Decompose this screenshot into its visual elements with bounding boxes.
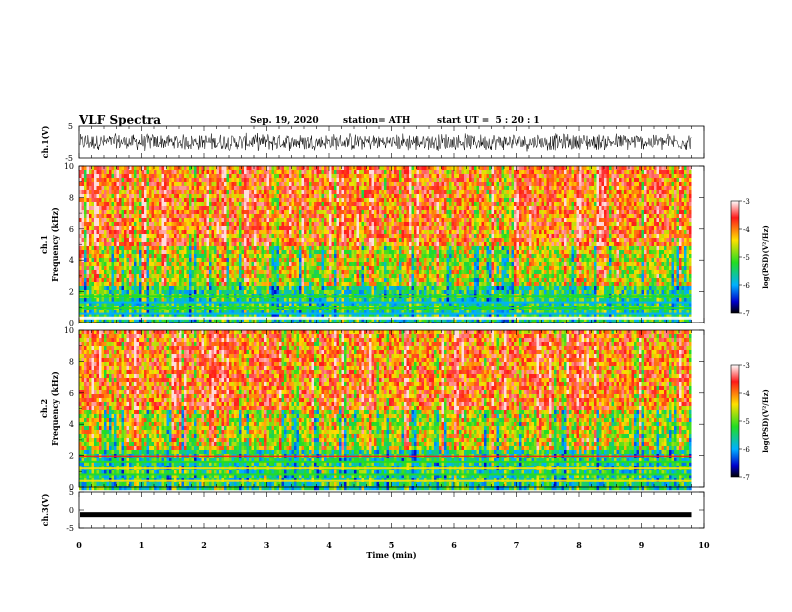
start-key: start UT =: [437, 116, 489, 126]
ch1-spectrogram-ytick-label: 6: [69, 225, 74, 234]
start-value: 5 : 20 : 1: [495, 116, 539, 126]
station-label: station= ATH: [343, 116, 410, 126]
ch1-spectrogram-colorbar-tick-label: -6: [743, 282, 750, 290]
ch1-spectrogram-ytick-label: 8: [69, 193, 74, 202]
ch2-spectrogram-band: [79, 460, 692, 463]
ch1-spectrogram-heatmap: [79, 166, 692, 327]
station-value: ATH: [389, 116, 411, 126]
x-tick-label: 3: [264, 540, 270, 550]
ch2-spectrogram-band: [79, 455, 692, 458]
ch3-waveform-line: [80, 512, 692, 518]
ch1-spectrogram-ytick-label: 0: [69, 319, 74, 328]
x-tick-label: 0: [76, 540, 82, 550]
ch1-spectrogram-ytick-label: 2: [69, 288, 74, 297]
x-tick-label: 1: [139, 540, 145, 550]
ch3-ytick-label: -5: [66, 524, 74, 533]
ch2-spectrogram-y-axis-label: Frequency (kHz): [50, 371, 60, 446]
ch1-spectrogram-no-data-strip: [691, 166, 704, 323]
ch2-spectrogram-band: [79, 479, 692, 482]
ch1-spectrogram-colorbar-tick-label: -3: [743, 198, 750, 206]
ch2-spectrogram-colorbar-tick-label: -5: [743, 418, 750, 426]
ch1-spectrogram-colorbar-label: log(PSD)(V²/Hz): [761, 225, 770, 289]
x-tick-label: 6: [451, 540, 457, 550]
x-tick-label: 4: [326, 540, 332, 550]
ch1-spectrogram-band: [79, 312, 692, 315]
ch1-spectrogram-channel-label: ch.1: [39, 235, 49, 254]
ch2-spectrogram-ytick-label: 2: [69, 452, 74, 461]
ch1-y-axis-label: ch.1(V): [40, 125, 50, 158]
ch1-spectrogram-band: [79, 316, 692, 320]
ch3-waveform-frame: [78, 491, 705, 529]
ch2-spectrogram-band: [79, 467, 692, 470]
x-tick-label: 9: [639, 540, 645, 550]
x-tick-label: 7: [514, 540, 520, 550]
ch2-spectrogram-colorbar-tick-label: -3: [743, 362, 750, 370]
ch3-ytick-label: 5: [69, 488, 74, 497]
x-axis-label: Time (min): [366, 550, 416, 560]
ch2-spectrogram-ytick-label: 10: [64, 326, 74, 335]
ch1-ytick-label: 5: [68, 122, 73, 131]
ch2-spectrogram-channel-label: ch.2: [39, 399, 49, 418]
ch2-spectrogram-band: [79, 473, 692, 476]
ch2-spectrogram-ytick-label: 8: [69, 357, 74, 366]
ch1-waveform-line: [79, 132, 692, 152]
ch3-ytick-label: 0: [69, 506, 74, 515]
ch1-spectrogram-y-axis-label: Frequency (kHz): [50, 207, 60, 282]
ch1-spectrogram-colorbar-tick-label: -4: [743, 226, 750, 234]
ch2-spectrogram-colorbar-tick-label: -4: [743, 390, 750, 398]
ch1-spectrogram-band: [79, 295, 692, 298]
chart-title: VLF Spectra: [79, 113, 161, 127]
station-key: station=: [343, 116, 386, 126]
ch1-spectrogram-band: [79, 301, 692, 304]
ch3-y-axis-label: ch.3(V): [40, 493, 50, 526]
start-time-label: start UT = 5 : 20 : 1: [437, 116, 540, 126]
x-tick-label: 10: [698, 540, 710, 550]
ch2-spectrogram-colorbar-tick-label: -6: [743, 446, 750, 454]
date-label: Sep. 19, 2020: [250, 116, 319, 126]
ch1-spectrogram-colorbar-tick-label: -7: [743, 310, 750, 318]
ch1-ytick-label: -5: [65, 154, 73, 163]
ch2-spectrogram-ytick-label: 6: [69, 389, 74, 398]
ch2-spectrogram-colorbar-tick-label: -7: [743, 474, 750, 482]
x-tick-label: 2: [201, 540, 207, 550]
x-tick-label: 5: [389, 540, 395, 550]
ch1-spectrogram-colorbar: [730, 200, 740, 314]
ch1-spectrogram-colorbar-tick-label: -5: [743, 254, 750, 262]
ch2-spectrogram-colorbar: [730, 364, 740, 478]
x-tick-label: 8: [576, 540, 582, 550]
ch2-spectrogram-ytick-label: 0: [69, 483, 74, 492]
ch1-spectrogram-ytick-label: 4: [69, 256, 74, 265]
ch2-spectrogram-ytick-label: 4: [69, 420, 74, 429]
ch1-spectrogram-band: [79, 307, 692, 310]
ch2-spectrogram-colorbar-label: log(PSD)(V²/Hz): [761, 389, 770, 453]
ch1-spectrogram-ytick-label: 10: [64, 162, 74, 171]
panel-gap: [79, 323, 704, 329]
ch2-spectrogram-no-data-strip: [691, 330, 704, 487]
ch2-spectrogram-heatmap: [79, 330, 692, 491]
